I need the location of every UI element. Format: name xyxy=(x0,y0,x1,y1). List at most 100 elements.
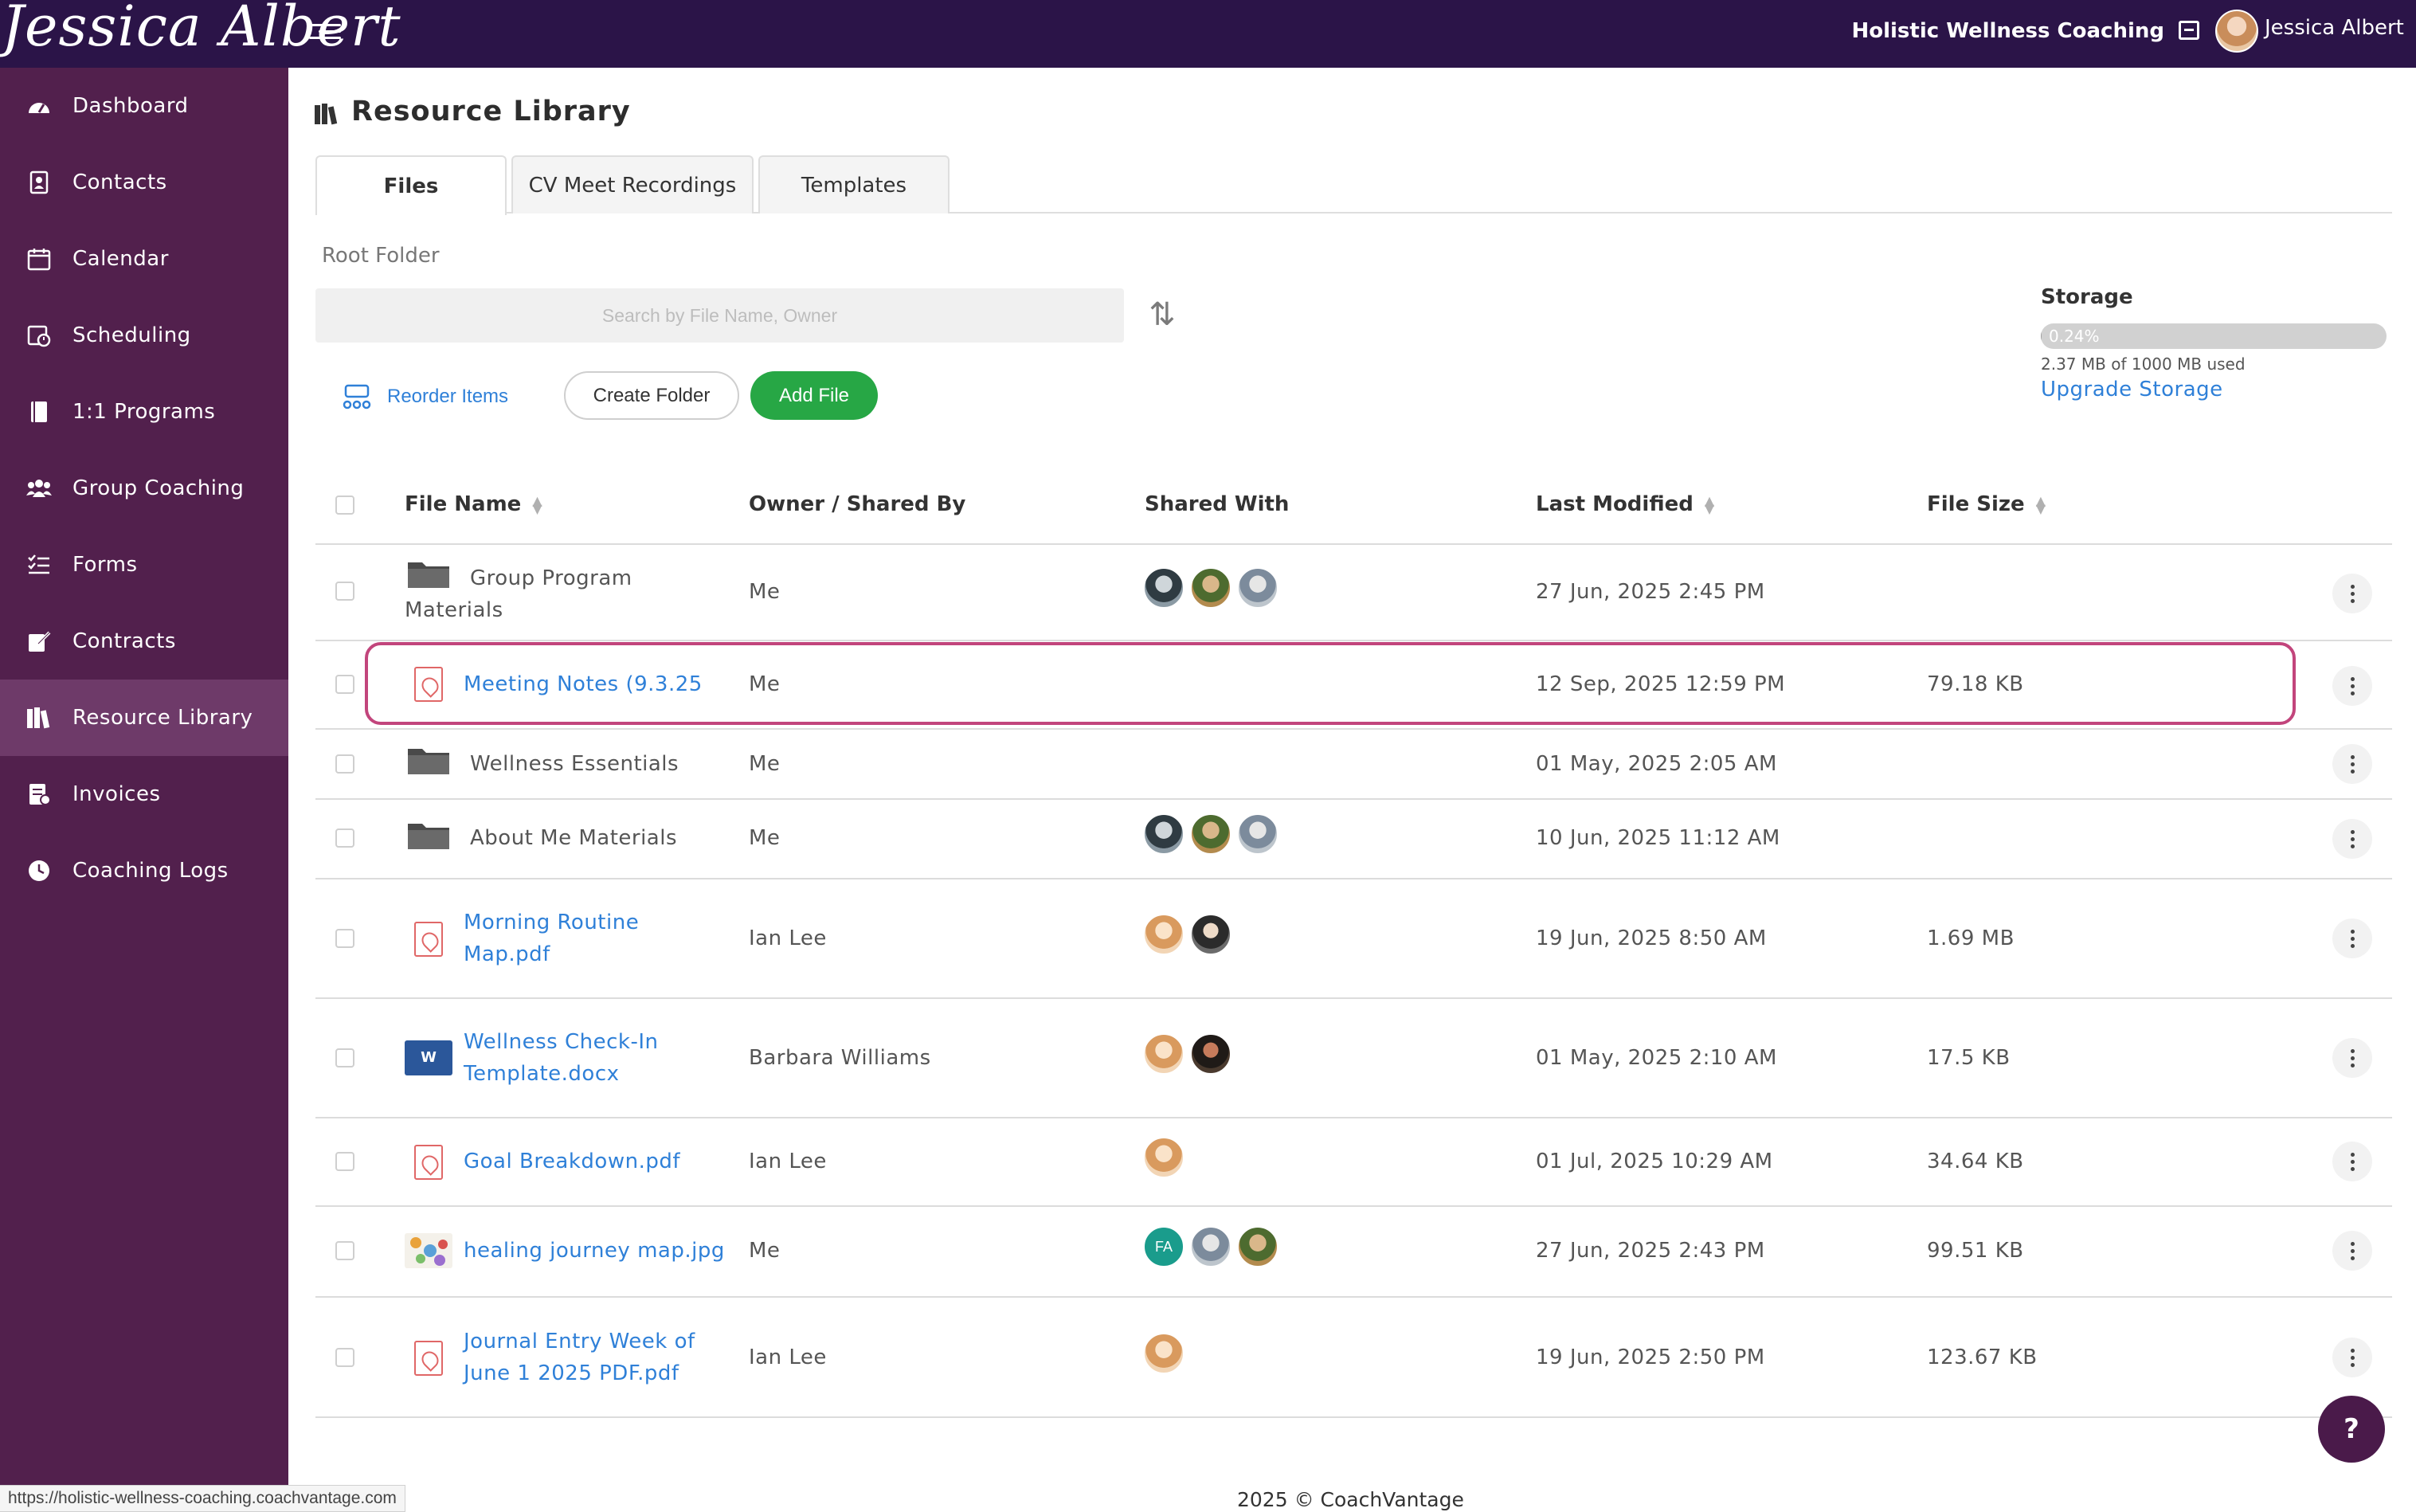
sidebar-item-coaching-logs[interactable]: Coaching Logs xyxy=(0,832,288,909)
shared-user-avatar[interactable] xyxy=(1143,1333,1185,1374)
org-switch-icon[interactable] xyxy=(2179,21,2199,40)
shared-user-avatar[interactable] xyxy=(1237,813,1278,855)
shared-user-avatar[interactable]: FA xyxy=(1143,1226,1185,1267)
file-name[interactable]: Morning Routine Map.pdf xyxy=(464,911,640,966)
file-size: 34.64 KB xyxy=(1927,1150,2024,1173)
upgrade-storage-link[interactable]: Upgrade Storage xyxy=(2041,378,2223,402)
sidebar-item-programs[interactable]: 1:1 Programs xyxy=(0,374,288,450)
last-modified: 19 Jun, 2025 8:50 AM xyxy=(1536,926,1767,950)
column-header-owner: Owner / Shared By xyxy=(749,492,966,516)
sidebar-item-resource-library[interactable]: Resource Library xyxy=(0,680,288,756)
sidebar-item-label: Contacts xyxy=(72,170,167,194)
file-name[interactable]: Wellness Check-In Template.docx xyxy=(464,1030,659,1086)
row-actions-icon[interactable] xyxy=(2332,1338,2372,1377)
user-avatar[interactable] xyxy=(2215,10,2258,53)
row-actions-icon[interactable] xyxy=(2332,919,2372,958)
shared-user-avatar[interactable] xyxy=(1237,567,1278,609)
sidebar-item-forms[interactable]: Forms xyxy=(0,527,288,603)
highlight-annotation xyxy=(365,642,2296,725)
row-divider xyxy=(315,997,2392,999)
file-name[interactable]: Journal Entry Week of June 1 2025 PDF.pd… xyxy=(464,1330,695,1385)
file-name[interactable]: Wellness Essentials xyxy=(470,752,679,776)
row-actions-icon[interactable] xyxy=(2332,819,2372,859)
row-actions-icon[interactable] xyxy=(2332,1142,2372,1181)
row-divider xyxy=(315,1117,2392,1118)
row-actions-icon[interactable] xyxy=(2332,666,2372,706)
shared-user-avatar[interactable] xyxy=(1190,567,1231,609)
add-file-button[interactable]: Add File xyxy=(750,371,878,420)
row-actions-icon[interactable] xyxy=(2332,574,2372,613)
shared-user-avatar[interactable] xyxy=(1190,1226,1231,1267)
sidebar-item-calendar[interactable]: Calendar xyxy=(0,221,288,297)
row-actions-icon[interactable] xyxy=(2332,744,2372,784)
search-input[interactable] xyxy=(315,288,1124,343)
row-divider xyxy=(315,728,2392,730)
breadcrumb[interactable]: Root Folder xyxy=(322,244,440,268)
books-icon xyxy=(25,704,53,731)
brand-logo[interactable]: Jessica Albert xyxy=(2,0,401,59)
header-divider xyxy=(315,543,2392,545)
file-name[interactable]: healing journey map.jpg xyxy=(464,1239,725,1263)
shared-user-avatar[interactable] xyxy=(1143,813,1185,855)
sidebar-item-contacts[interactable]: Contacts xyxy=(0,144,288,221)
select-all-checkbox[interactable] xyxy=(335,496,354,515)
shared-user-avatar[interactable] xyxy=(1190,914,1231,955)
row-checkbox[interactable] xyxy=(335,1152,354,1171)
last-modified: 01 Jul, 2025 10:29 AM xyxy=(1536,1150,1773,1173)
menu-toggle-icon[interactable] xyxy=(309,20,341,47)
sidebar-item-dashboard[interactable]: Dashboard xyxy=(0,68,288,144)
file-name[interactable]: Meeting Notes (9.3.25 xyxy=(464,672,703,696)
file-name[interactable]: About Me Materials xyxy=(470,826,677,850)
shared-user-avatar[interactable] xyxy=(1190,1033,1231,1075)
sort-caret-icon: ▲ ▼ xyxy=(2035,492,2046,516)
sidebar-item-label: Group Coaching xyxy=(72,476,245,500)
users-icon xyxy=(25,475,53,502)
column-header-file-size[interactable]: File Size ▲ ▼ xyxy=(1927,492,2046,516)
owner: Ian Lee xyxy=(749,1346,827,1369)
storage-progress-bar: 0.24% xyxy=(2041,323,2387,349)
column-header-file-name[interactable]: File Name ▲ ▼ xyxy=(405,492,542,516)
shared-user-avatar[interactable] xyxy=(1143,1033,1185,1075)
shared-user-avatar[interactable] xyxy=(1143,1137,1185,1178)
row-actions-icon[interactable] xyxy=(2332,1231,2372,1271)
row-checkbox[interactable] xyxy=(335,1241,354,1260)
row-checkbox[interactable] xyxy=(335,582,354,601)
sidebar-item-label: 1:1 Programs xyxy=(72,400,216,424)
sidebar-item-scheduling[interactable]: Scheduling xyxy=(0,297,288,374)
sidebar-item-label: Dashboard xyxy=(72,94,189,118)
sidebar-item-contracts[interactable]: Contracts xyxy=(0,603,288,680)
sort-icon[interactable]: ⇅ xyxy=(1149,296,1176,333)
user-name[interactable]: Jessica Albert xyxy=(2265,16,2404,40)
row-checkbox[interactable] xyxy=(335,828,354,848)
tab-cv-meet-recordings[interactable]: CV Meet Recordings xyxy=(511,155,754,213)
row-checkbox[interactable] xyxy=(335,675,354,694)
file-size: 79.18 KB xyxy=(1927,672,2024,696)
file-name[interactable]: Group Program Materials xyxy=(405,566,632,622)
row-divider xyxy=(315,798,2392,800)
row-divider xyxy=(315,640,2392,641)
sidebar-item-group-coaching[interactable]: Group Coaching xyxy=(0,450,288,527)
row-checkbox[interactable] xyxy=(335,1348,354,1367)
owner: Me xyxy=(749,580,781,604)
create-folder-button[interactable]: Create Folder xyxy=(564,371,739,420)
shared-user-avatar[interactable] xyxy=(1237,1226,1278,1267)
column-header-last-modified[interactable]: Last Modified ▲ ▼ xyxy=(1536,492,1715,516)
row-checkbox[interactable] xyxy=(335,754,354,774)
row-checkbox[interactable] xyxy=(335,1048,354,1067)
help-button[interactable]: ? xyxy=(2318,1396,2385,1463)
shared-user-avatar[interactable] xyxy=(1190,813,1231,855)
shared-user-avatar[interactable] xyxy=(1143,914,1185,955)
sidebar-item-label: Coaching Logs xyxy=(72,859,229,883)
row-checkbox[interactable] xyxy=(335,929,354,948)
shared-user-avatar[interactable] xyxy=(1143,567,1185,609)
storage-title: Storage xyxy=(2041,285,2133,309)
list-icon xyxy=(25,551,53,578)
owner: Me xyxy=(749,1239,781,1263)
org-name[interactable]: Holistic Wellness Coaching xyxy=(1851,19,2164,43)
tab-templates[interactable]: Templates xyxy=(758,155,950,213)
reorder-items-button[interactable]: Reorder Items xyxy=(343,381,508,413)
file-name[interactable]: Goal Breakdown.pdf xyxy=(464,1150,680,1173)
tab-files[interactable]: Files xyxy=(315,155,507,215)
row-actions-icon[interactable] xyxy=(2332,1038,2372,1078)
sidebar-item-invoices[interactable]: Invoices xyxy=(0,756,288,832)
